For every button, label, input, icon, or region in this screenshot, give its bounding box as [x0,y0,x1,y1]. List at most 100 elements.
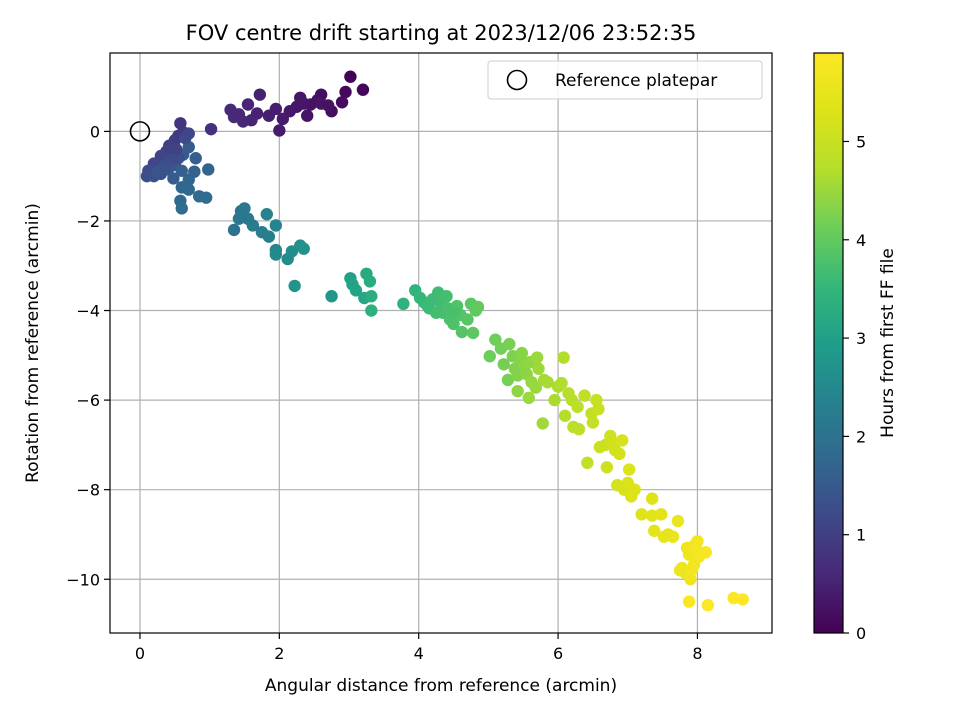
data-point [557,351,570,364]
data-point [241,98,255,111]
data-point [548,393,561,407]
data-point [262,230,276,243]
data-point [420,298,434,312]
data-point [273,124,286,137]
legend: Reference platepar [487,60,763,100]
data-point [687,558,701,572]
colorbar-tick-label: 0 [856,624,866,643]
data-point [339,85,352,99]
data-point [204,122,218,136]
data-point [365,289,378,303]
y-tick-label: −2 [76,212,100,231]
data-point [699,546,712,559]
data-point [175,202,188,215]
data-point [325,289,338,303]
data-point [455,325,469,339]
data-point [232,212,246,225]
data-point [363,275,377,288]
data-point [335,96,349,109]
data-point [571,400,584,414]
colorbar-tick-label: 1 [856,526,866,545]
legend-marker-icon [506,69,528,91]
data-point [429,306,443,319]
data-point [238,202,251,215]
data-point [175,164,188,177]
data-point [541,375,554,389]
data-point [461,313,474,326]
data-point [246,219,260,232]
data-point [356,83,370,96]
x-axis-label: Angular distance from reference (arcmin) [265,676,617,696]
data-point [202,163,215,176]
colorbar-tick-label: 4 [856,231,866,250]
data-point [182,183,195,196]
data-point [511,369,524,382]
data-point [522,391,536,405]
data-point [558,409,572,422]
data-point [536,417,549,430]
data-point [511,384,524,398]
data-point [224,103,237,117]
y-tick-label: −10 [66,570,100,589]
data-point [344,70,357,83]
data-point [555,376,568,390]
data-point [666,530,680,543]
data-point [471,300,485,314]
data-point [609,444,622,457]
data-point [365,304,378,317]
data-point [440,289,453,303]
colorbar-ticks: 0 1 2 3 4 5 [843,132,866,643]
chart-title: FOV centre drift starting at 2023/12/06 … [186,21,697,45]
data-point [501,373,515,387]
data-point [262,109,276,122]
x-tick-label: 4 [414,644,424,663]
axis-ticks: 0 2 4 6 8 0 −2 −4 −6 −8 −10 [66,122,702,663]
x-tick-label: 8 [692,644,702,663]
legend-label: Reference platepar [555,71,717,91]
data-point [227,223,241,237]
data-point [447,317,460,331]
data-point [253,88,267,101]
colorbar-tick-label: 5 [856,132,866,151]
data-point [158,160,171,173]
data-point [503,337,516,351]
data-point [530,351,544,364]
data-point [615,434,629,447]
colorbar [813,52,844,634]
data-point [645,509,659,522]
data-point [269,248,283,261]
data-point [515,346,529,360]
data-point [572,423,586,436]
x-tick-label: 2 [274,644,284,663]
data-point [586,416,600,429]
data-point [260,208,273,221]
plot-area-frame [109,52,773,634]
data-point [736,593,749,606]
data-point [600,461,614,474]
data-point [483,350,496,363]
data-point [497,358,510,371]
data-point [635,508,648,521]
data-point [682,595,696,608]
colorbar-tick-label: 3 [856,329,866,348]
data-point [297,242,310,255]
data-point [301,109,314,122]
data-point [581,456,594,470]
data-point [167,172,180,185]
data-point [532,362,545,375]
data-point [645,492,659,505]
data-points [140,70,749,612]
data-point [673,564,687,577]
data-point [529,381,542,394]
x-tick-label: 0 [135,644,145,663]
data-point [288,279,301,293]
data-point [466,326,480,340]
data-point [489,333,502,346]
y-tick-label: −4 [76,302,100,321]
data-point [170,143,183,156]
x-tick-label: 6 [553,644,563,663]
reference-marker [129,121,151,142]
data-point [691,534,704,548]
data-point [578,389,591,402]
